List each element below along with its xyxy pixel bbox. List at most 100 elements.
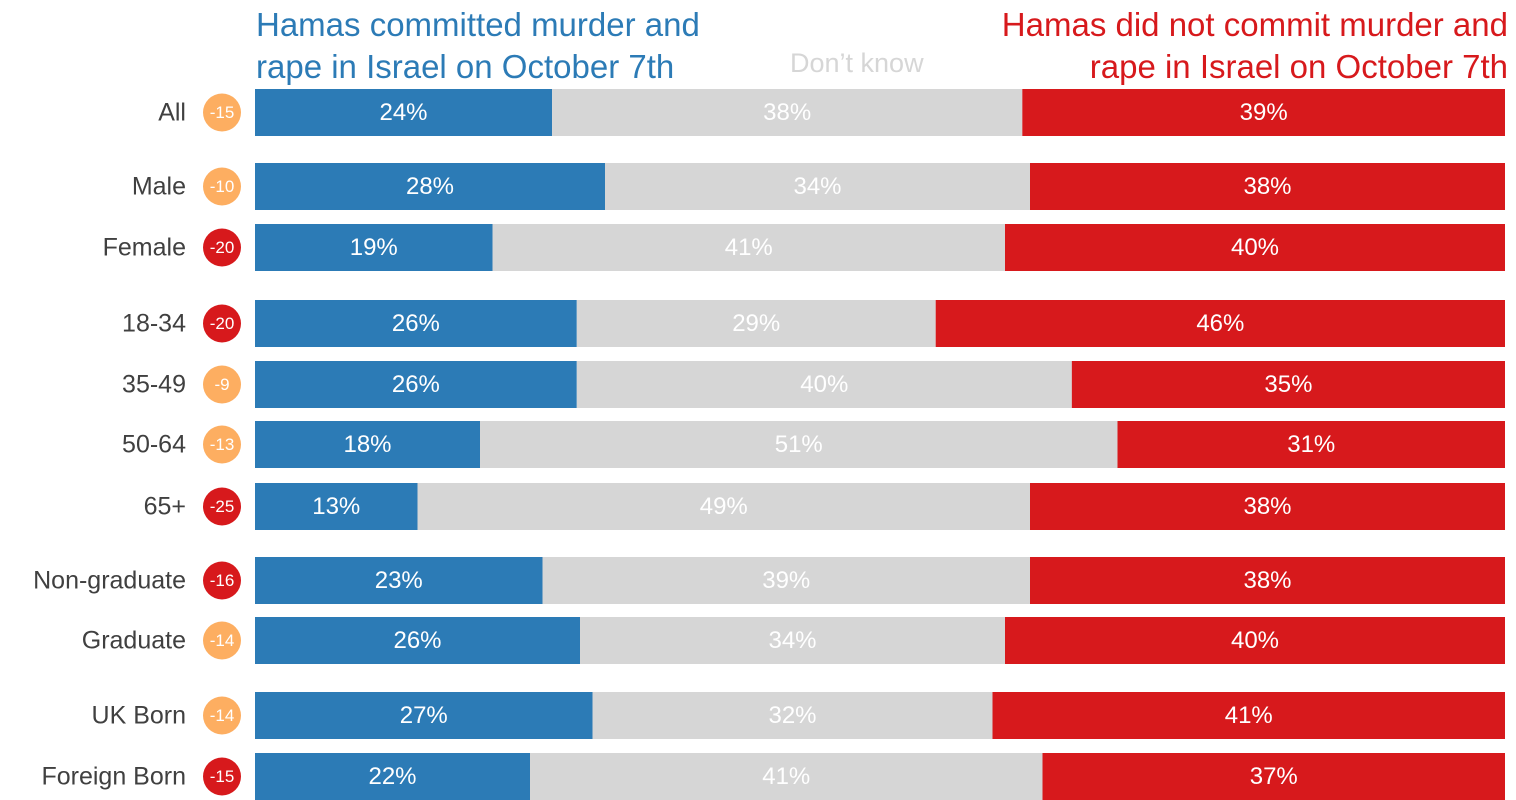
bar-segment-dont-know-non-graduate [542,557,1030,604]
bar-segment-did-not-commit-male [1030,163,1505,210]
bar-segment-committed-all [255,89,553,136]
net-badge-label-female: -20 [210,238,235,257]
category-label-all: All [158,99,186,127]
bar-segment-committed-non-graduate [255,557,543,604]
bar-segment-committed-graduate [255,617,580,664]
net-badge-male [203,167,241,206]
legend-yes-line-2: rape in Israel on October 7th [256,48,675,85]
data-label-did-not-commit-50-64: 31% [1287,431,1335,458]
net-badge-35-49 [203,365,241,404]
net-badge-foreign-born [203,757,241,796]
data-label-committed-graduate: 26% [393,627,441,654]
data-label-committed-18-34: 26% [392,310,440,337]
bar-segment-did-not-commit-graduate [1005,617,1505,664]
bar-segment-dont-know-18-34 [576,300,936,347]
net-badge-non-graduate [203,561,241,600]
data-label-did-not-commit-35-49: 35% [1264,371,1312,398]
data-label-committed-35-49: 26% [392,371,440,398]
bar-segment-did-not-commit-female [1005,224,1505,271]
data-label-committed-50-64: 18% [343,431,391,458]
bar-segment-dont-know-65- [417,483,1030,530]
net-badge-18-34 [203,304,241,343]
net-badge-label-uk-born: -14 [210,706,235,725]
net-badge-label-65-: -25 [210,497,235,516]
data-label-did-not-commit-18-34: 46% [1196,310,1244,337]
data-label-did-not-commit-65-: 38% [1243,493,1291,520]
bar-segment-committed-50-64 [255,421,480,468]
category-label-35-49: 35-49 [122,371,186,399]
net-badge-graduate [203,621,241,660]
legend-committed-line1: Hamas committed murder and rape in Israel… [256,4,700,88]
legend-dont-know: Don’t know [790,48,924,78]
data-label-dont-know-graduate: 34% [768,627,816,654]
net-badge-label-male: -10 [210,177,235,196]
bar-segment-committed-65- [255,483,418,530]
bar-segment-committed-female [255,224,493,271]
data-label-dont-know-male: 34% [793,173,841,200]
bar-segment-dont-know-all [552,89,1023,136]
legend-did-not-commit: Hamas did not commit murder and rape in I… [1002,4,1508,88]
bar-segment-committed-35-49 [255,361,577,408]
data-label-did-not-commit-all: 39% [1240,99,1288,126]
category-label-50-64: 50-64 [122,431,186,459]
net-badge-label-graduate: -14 [210,631,235,650]
bar-segment-committed-uk-born [255,692,593,739]
data-label-dont-know-all: 38% [763,99,811,126]
data-label-did-not-commit-non-graduate: 38% [1243,567,1291,594]
bar-segment-committed-male [255,163,605,210]
net-badge-label-foreign-born: -15 [210,767,235,786]
data-label-dont-know-65-: 49% [700,493,748,520]
data-label-committed-all: 24% [379,99,427,126]
net-badge-label-50-64: -13 [210,435,235,454]
bar-segment-dont-know-female [492,224,1005,271]
bar-segment-dont-know-uk-born [592,692,993,739]
bar-segment-did-not-commit-18-34 [935,300,1505,347]
bar-segment-committed-foreign-born [255,753,530,800]
category-label-uk-born: UK Born [92,702,186,730]
legend-did-not-commit-text: Hamas did not commit murder and rape in I… [1002,4,1508,88]
data-label-did-not-commit-foreign-born: 37% [1250,763,1298,790]
data-label-did-not-commit-graduate: 40% [1231,627,1279,654]
net-badge-label-18-34: -20 [210,314,235,333]
net-badge-uk-born [203,696,241,735]
net-badge-label-35-49: -9 [214,375,229,394]
bar-segment-dont-know-graduate [580,617,1005,664]
data-label-committed-foreign-born: 22% [368,763,416,790]
data-label-committed-male: 28% [406,173,454,200]
net-badge-label-all: -15 [210,103,235,122]
data-label-dont-know-50-64: 51% [775,431,823,458]
data-label-dont-know-uk-born: 32% [768,702,816,729]
data-label-did-not-commit-female: 40% [1231,234,1279,261]
category-label-65-: 65+ [144,493,186,521]
legend-no-line-2: rape in Israel on October 7th [1089,48,1508,85]
bar-segment-dont-know-50-64 [480,421,1118,468]
data-label-dont-know-35-49: 40% [800,371,848,398]
net-badge-all [203,93,241,132]
data-label-dont-know-non-graduate: 39% [762,567,810,594]
net-badge-65- [203,487,241,526]
bar-segment-did-not-commit-65- [1030,483,1505,530]
bar-segment-did-not-commit-50-64 [1117,421,1505,468]
bar-segment-committed-18-34 [255,300,577,347]
bar-segment-did-not-commit-non-graduate [1030,557,1505,604]
data-label-dont-know-female: 41% [725,234,773,261]
data-label-did-not-commit-male: 38% [1243,173,1291,200]
bar-segment-dont-know-foreign-born [530,753,1043,800]
data-label-dont-know-foreign-born: 41% [762,763,810,790]
data-label-committed-uk-born: 27% [400,702,448,729]
legend-committed: Hamas committed murder and rape in Israel… [256,4,700,88]
category-label-female: Female [103,234,186,262]
data-label-committed-female: 19% [350,234,398,261]
net-badge-female [203,228,241,267]
category-label-male: Male [132,173,186,201]
data-label-did-not-commit-uk-born: 41% [1225,702,1273,729]
category-label-18-34: 18-34 [122,310,186,338]
legend-yes-line-1: Hamas committed murder and [256,6,700,43]
bar-segment-did-not-commit-uk-born [992,692,1505,739]
category-label-graduate: Graduate [82,627,186,655]
net-badge-label-non-graduate: -16 [210,571,235,590]
bar-segment-did-not-commit-all [1022,89,1505,136]
data-label-dont-know-18-34: 29% [732,310,780,337]
data-label-committed-non-graduate: 23% [375,567,423,594]
